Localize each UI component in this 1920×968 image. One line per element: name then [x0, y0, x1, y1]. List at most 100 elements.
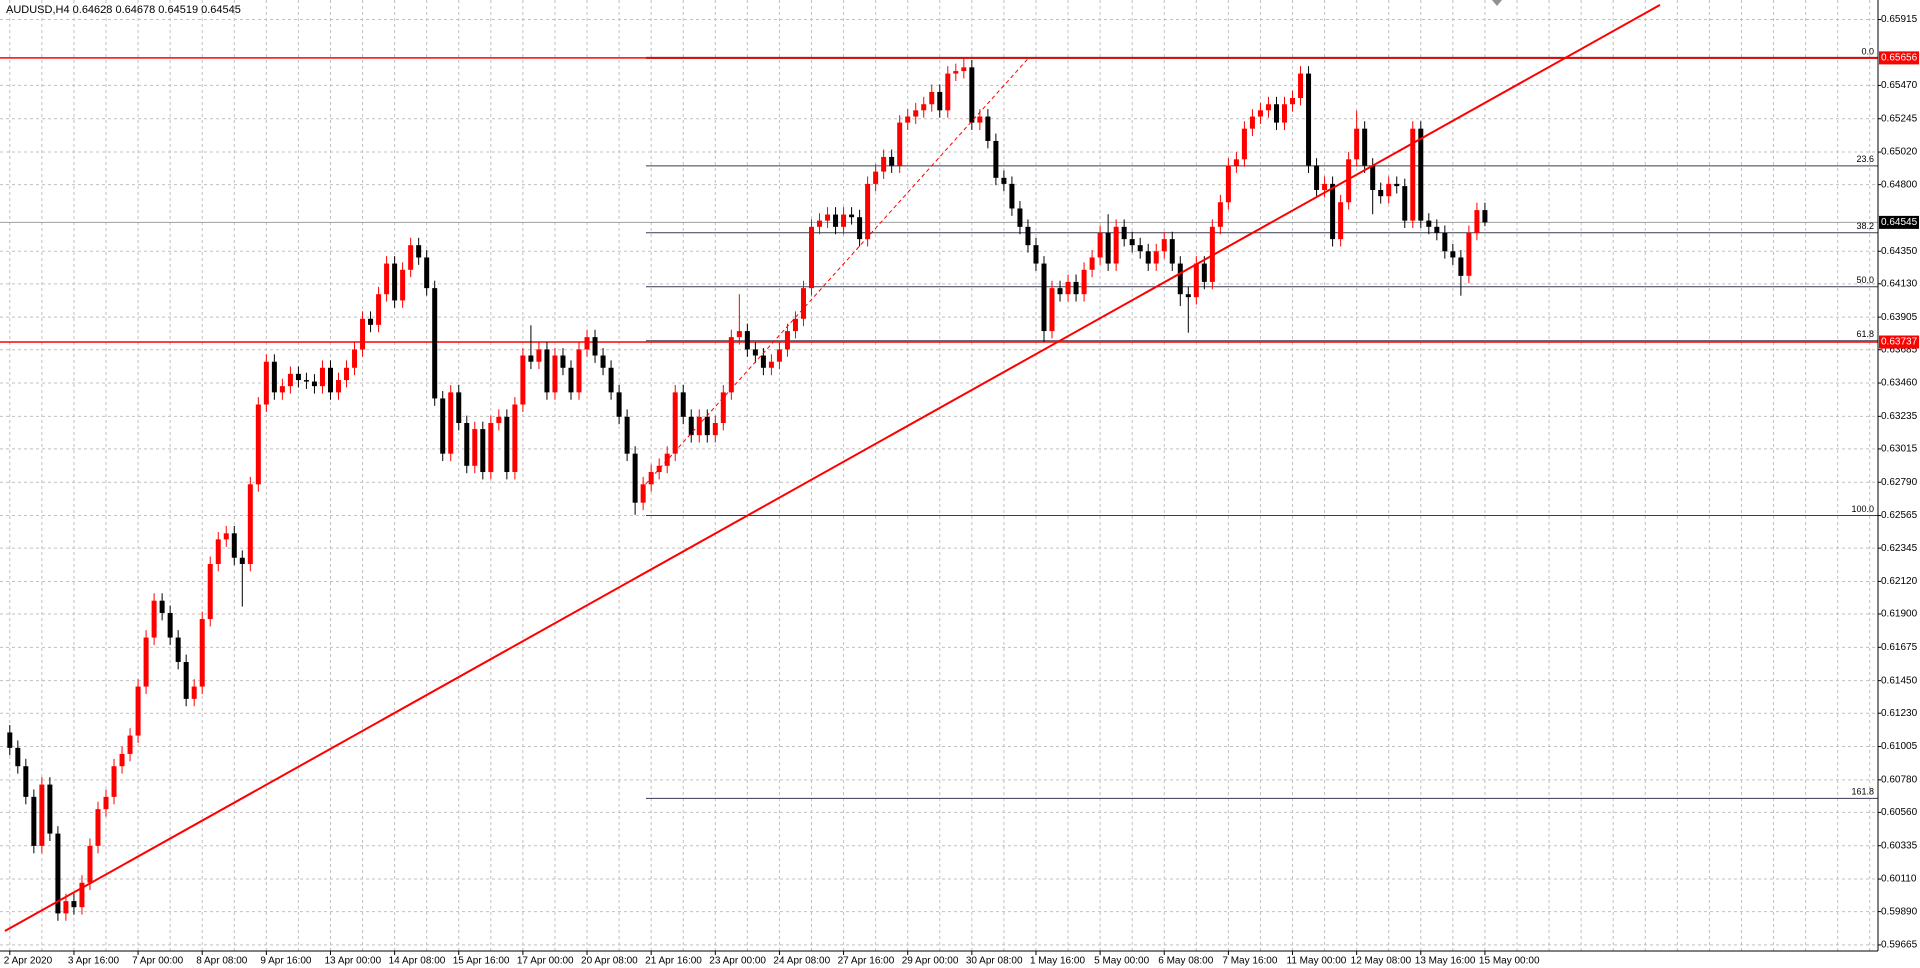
candle-body	[993, 140, 999, 178]
candle-body	[849, 214, 855, 218]
candle-body	[688, 416, 694, 436]
candle-body	[1426, 220, 1432, 227]
y-tick-label: 0.62345	[1881, 543, 1918, 554]
candle-body	[825, 214, 831, 221]
candle-body	[159, 600, 165, 613]
candle-body	[23, 766, 29, 797]
candle-body	[360, 318, 366, 350]
x-tick-label: 30 Apr 08:00	[966, 956, 1023, 967]
candle-body	[111, 766, 117, 797]
fib-trend-line	[645, 57, 1030, 485]
candle-body	[344, 367, 350, 381]
candle-body	[303, 380, 309, 382]
candle-body	[1033, 245, 1039, 264]
candle-body	[1386, 183, 1392, 197]
last-close: 0.64545	[201, 4, 241, 16]
candle-body	[448, 392, 454, 454]
candle-body	[1378, 189, 1384, 197]
candle-body	[287, 373, 293, 387]
candle-body	[1482, 210, 1488, 223]
candle-body	[7, 732, 13, 748]
x-tick-label: 23 Apr 00:00	[709, 956, 766, 967]
candle-body	[552, 355, 558, 393]
candle-body	[560, 355, 566, 368]
fib-label: 0.0	[1861, 46, 1874, 56]
candle-body	[632, 453, 638, 503]
shift-marker	[1492, 0, 1502, 6]
x-tick-label: 6 May 08:00	[1158, 956, 1213, 967]
candle-body	[143, 637, 149, 687]
last-low: 0.64519	[158, 4, 198, 16]
fib-label: 61.8	[1856, 329, 1874, 339]
x-tick-label: 29 Apr 00:00	[902, 956, 959, 967]
candle-body	[913, 110, 919, 117]
x-tick-label: 8 Apr 08:00	[196, 956, 248, 967]
candle-body	[480, 429, 486, 473]
candle-body	[1394, 183, 1400, 187]
x-tick-label: 14 Apr 08:00	[389, 956, 446, 967]
last-high: 0.64678	[115, 4, 155, 16]
candle-body	[592, 337, 598, 356]
candle-body	[1330, 183, 1336, 240]
candle-body	[817, 220, 823, 227]
candle-body	[1298, 73, 1304, 99]
y-tick-label: 0.63905	[1881, 312, 1918, 323]
candle-body	[1041, 263, 1047, 332]
candle-body	[672, 392, 678, 454]
candle-body	[664, 453, 670, 466]
candle-body	[1257, 110, 1263, 117]
candle-body	[656, 465, 662, 473]
candle-body	[608, 367, 614, 393]
candle-body	[1418, 128, 1424, 221]
x-tick-label: 15 Apr 16:00	[453, 956, 510, 967]
candle-body	[263, 361, 269, 405]
candle-body	[295, 373, 301, 381]
candle-body	[1193, 263, 1199, 298]
candle-body	[760, 355, 766, 368]
candle-body	[63, 901, 69, 914]
candle-body	[744, 331, 750, 350]
candle-body	[1306, 73, 1312, 166]
candle-body	[376, 294, 382, 325]
candle-body	[279, 386, 285, 393]
candle-body	[496, 416, 502, 424]
candle-body	[488, 423, 494, 473]
candle-body	[424, 257, 430, 289]
candle-body	[1201, 263, 1207, 282]
candle-body	[135, 686, 141, 736]
x-tick-label: 12 May 08:00	[1351, 956, 1412, 967]
candle-body	[95, 809, 101, 846]
price-label-box	[1879, 51, 1919, 65]
candle-body	[271, 361, 277, 393]
x-tick-label: 5 May 00:00	[1094, 956, 1149, 967]
x-tick-label: 24 Apr 08:00	[773, 956, 830, 967]
y-tick-label: 0.60335	[1881, 840, 1918, 851]
x-tick-label: 17 Apr 00:00	[517, 956, 574, 967]
candle-body	[255, 404, 261, 485]
candle-body	[881, 156, 887, 172]
candle-body	[929, 91, 935, 105]
candle-body	[768, 361, 774, 368]
candle-body	[464, 423, 470, 466]
candle-body	[520, 355, 526, 405]
bid-label-box	[1879, 215, 1919, 229]
candle-body	[1233, 159, 1239, 166]
candle-body	[504, 416, 510, 473]
candle-body	[1153, 251, 1159, 264]
candle-body	[223, 533, 229, 540]
candle-body	[1265, 104, 1271, 111]
candle-body	[408, 245, 414, 270]
candle-body	[1466, 232, 1472, 276]
candle-body	[319, 367, 325, 387]
candle-body	[512, 404, 518, 473]
candle-body	[1458, 257, 1464, 276]
candle-body	[1290, 98, 1296, 105]
candle-body	[792, 318, 798, 332]
candle-body	[1442, 232, 1448, 252]
candle-body	[544, 349, 550, 393]
candle-body	[440, 398, 446, 454]
x-tick-label: 13 Apr 00:00	[324, 956, 381, 967]
